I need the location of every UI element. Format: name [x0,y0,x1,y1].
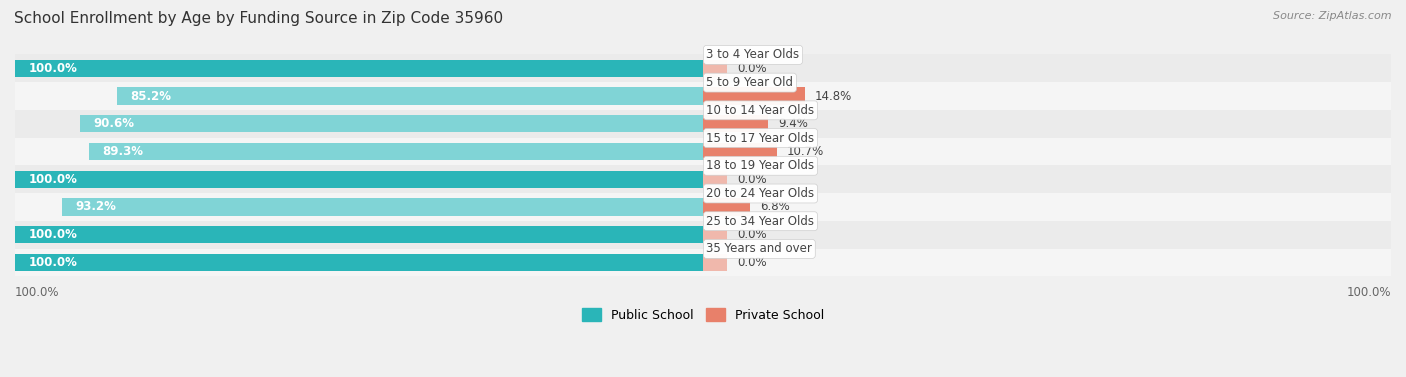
Bar [703,115,768,132]
Bar [15,82,1391,110]
Bar [15,193,1391,221]
Bar [15,221,1391,248]
Bar [15,110,1391,138]
Text: 90.6%: 90.6% [93,117,135,130]
Text: School Enrollment by Age by Funding Source in Zip Code 35960: School Enrollment by Age by Funding Sour… [14,11,503,26]
Bar [703,254,727,271]
Text: 100.0%: 100.0% [28,173,77,186]
Text: 35 Years and over: 35 Years and over [706,242,813,256]
Text: 100.0%: 100.0% [15,286,59,299]
Text: 85.2%: 85.2% [131,90,172,103]
Text: 18 to 19 Year Olds: 18 to 19 Year Olds [706,159,814,172]
Text: 14.8%: 14.8% [815,90,852,103]
Bar [15,54,1391,82]
Bar [80,115,703,132]
Bar [703,87,804,105]
Bar [15,166,1391,193]
Bar [703,60,727,77]
Text: 6.8%: 6.8% [761,201,790,213]
Bar [15,254,703,271]
Bar [117,87,703,105]
Bar [15,171,703,188]
Text: 5 to 9 Year Old: 5 to 9 Year Old [706,76,793,89]
Text: 3 to 4 Year Olds: 3 to 4 Year Olds [706,48,800,61]
Bar [15,60,703,77]
Text: 93.2%: 93.2% [76,201,117,213]
Text: 9.4%: 9.4% [778,117,808,130]
Bar [703,143,776,160]
Bar [62,198,703,216]
Bar [15,226,703,243]
Text: 15 to 17 Year Olds: 15 to 17 Year Olds [706,132,814,144]
Bar [703,198,749,216]
Bar [703,171,727,188]
Text: 89.3%: 89.3% [103,145,143,158]
Text: 10 to 14 Year Olds: 10 to 14 Year Olds [706,104,814,117]
Text: 20 to 24 Year Olds: 20 to 24 Year Olds [706,187,814,200]
Bar [15,138,1391,166]
Legend: Public School, Private School: Public School, Private School [576,303,830,327]
Text: 100.0%: 100.0% [28,256,77,269]
Text: 0.0%: 0.0% [737,173,768,186]
Text: 0.0%: 0.0% [737,256,768,269]
Text: 100.0%: 100.0% [28,228,77,241]
Bar [703,226,727,243]
Text: 100.0%: 100.0% [1347,286,1391,299]
Text: 25 to 34 Year Olds: 25 to 34 Year Olds [706,215,814,228]
Text: 10.7%: 10.7% [787,145,824,158]
Bar [89,143,703,160]
Text: Source: ZipAtlas.com: Source: ZipAtlas.com [1274,11,1392,21]
Text: 0.0%: 0.0% [737,228,768,241]
Bar [15,248,1391,276]
Text: 0.0%: 0.0% [737,62,768,75]
Text: 100.0%: 100.0% [28,62,77,75]
